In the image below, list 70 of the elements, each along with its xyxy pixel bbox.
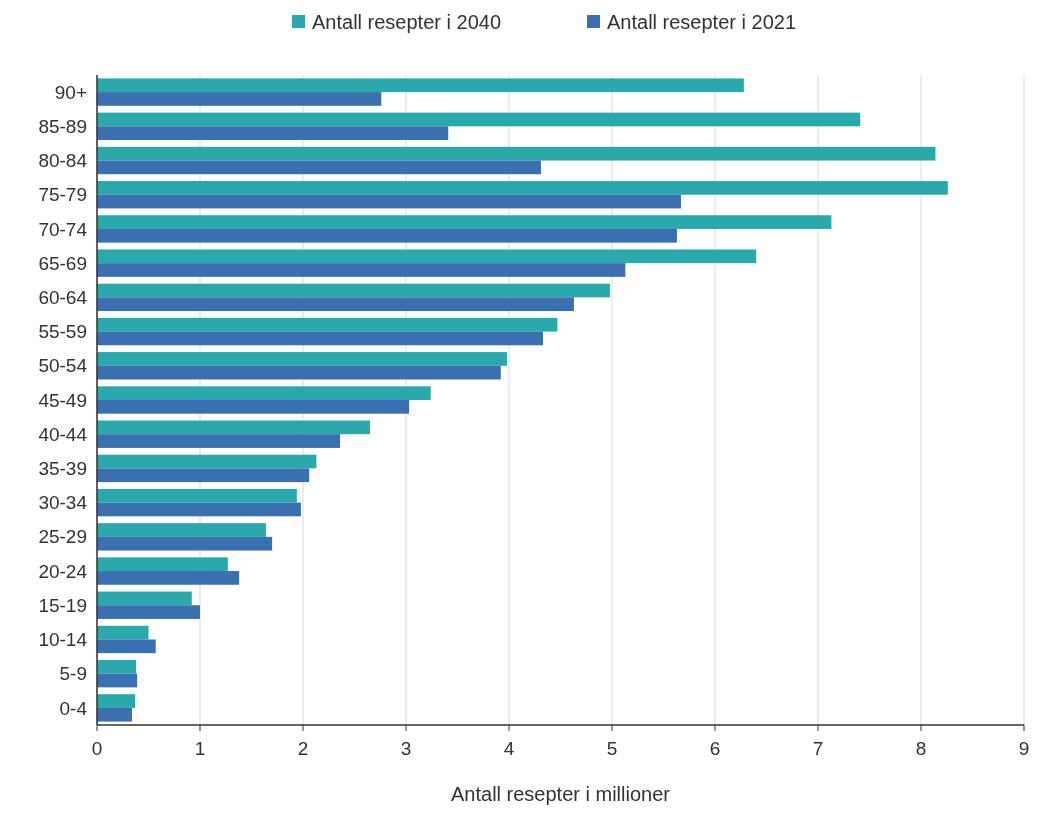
x-tick-label: 5 [606, 738, 618, 759]
y-tick-label: 90+ [54, 81, 87, 103]
bar [97, 468, 310, 483]
bar [97, 660, 137, 674]
x-tick-label: 0 [91, 738, 103, 759]
y-tick-label: 40-44 [38, 423, 88, 445]
y-tick-label: 30-34 [38, 492, 88, 514]
bar [97, 194, 682, 209]
bar [97, 420, 370, 435]
y-tick-label: 0-4 [59, 697, 88, 719]
bar [97, 434, 341, 448]
y-tick-label: 5-9 [59, 663, 87, 685]
bar [97, 625, 149, 640]
y-tick-label: 45-49 [38, 389, 87, 411]
bar [97, 263, 626, 277]
bar [97, 386, 431, 400]
x-tick-label: 4 [503, 738, 515, 759]
y-tick-label: 60-64 [38, 287, 88, 309]
bar [97, 571, 240, 585]
bar [97, 502, 301, 517]
y-tick-label: 75-79 [38, 184, 87, 206]
bar [97, 523, 266, 537]
x-tick-label: 8 [915, 738, 927, 759]
bar [97, 557, 228, 572]
y-tick-label: 35-39 [38, 458, 87, 480]
bar [97, 283, 610, 298]
bar [97, 536, 273, 551]
x-tick-label: 3 [400, 738, 412, 759]
bar [97, 454, 317, 469]
y-tick-label: 65-69 [38, 252, 87, 274]
bar [97, 146, 936, 161]
y-tick-label: 10-14 [38, 629, 88, 651]
bar [97, 694, 136, 708]
x-tick-label: 1 [194, 738, 206, 759]
y-tick-label: 55-59 [38, 321, 87, 343]
y-tick-label: 85-89 [38, 115, 87, 137]
bar [97, 605, 200, 619]
x-tick-label: 9 [1018, 738, 1030, 759]
bar [97, 215, 832, 229]
legend-label: Antall resepter i 2021 [607, 11, 797, 33]
x-axis-title: Antall resepter i millioner [451, 783, 671, 805]
bar [97, 181, 948, 195]
x-tick-label: 2 [297, 738, 309, 759]
y-tick-label: 70-74 [38, 218, 88, 240]
x-tick-label: 7 [812, 738, 824, 759]
y-tick-label: 25-29 [38, 526, 87, 548]
bar [97, 112, 861, 127]
y-tick-label: 50-54 [38, 355, 88, 377]
bar [97, 160, 541, 175]
y-tick-label: 80-84 [38, 150, 88, 172]
legend-label: Antall resepter i 2040 [312, 11, 502, 33]
bar [97, 297, 574, 312]
bar [97, 126, 449, 140]
y-tick-label: 15-19 [38, 594, 87, 616]
bar [97, 331, 543, 346]
bar [97, 639, 156, 654]
bar [97, 400, 410, 414]
bar [97, 365, 501, 380]
bar [97, 317, 558, 332]
y-tick-label: 20-24 [38, 560, 88, 582]
bar [97, 78, 744, 93]
bar [97, 488, 297, 503]
bar [97, 228, 677, 243]
bar [97, 249, 757, 264]
bar [97, 92, 382, 106]
bar [97, 352, 507, 366]
x-tick-label: 6 [709, 738, 721, 759]
bar [97, 707, 133, 722]
bar [97, 673, 138, 688]
bar [97, 591, 192, 606]
